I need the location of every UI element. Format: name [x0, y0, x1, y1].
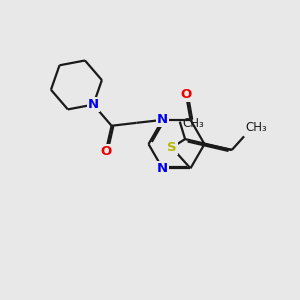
Text: N: N: [88, 98, 99, 111]
Text: O: O: [180, 88, 192, 101]
Text: CH₃: CH₃: [245, 121, 267, 134]
Text: O: O: [100, 145, 111, 158]
Text: N: N: [157, 162, 168, 175]
Text: N: N: [157, 113, 168, 126]
Text: S: S: [167, 141, 177, 154]
Text: CH₃: CH₃: [182, 117, 204, 130]
